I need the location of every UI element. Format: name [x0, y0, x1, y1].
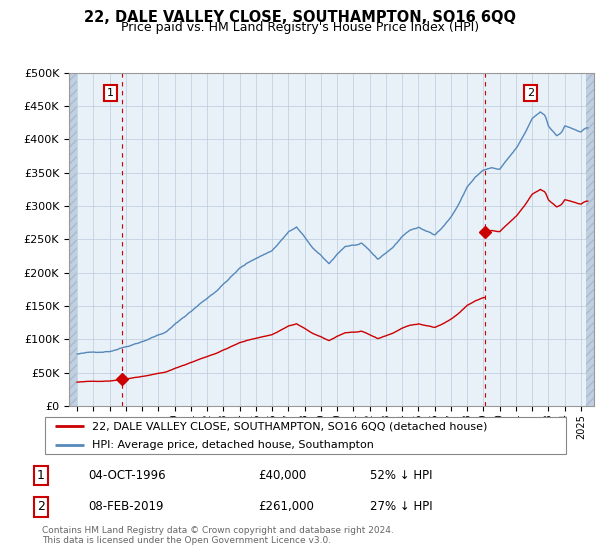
Text: 27% ↓ HPI: 27% ↓ HPI	[370, 501, 433, 514]
Text: 22, DALE VALLEY CLOSE, SOUTHAMPTON, SO16 6QQ (detached house): 22, DALE VALLEY CLOSE, SOUTHAMPTON, SO16…	[92, 421, 488, 431]
Text: 08-FEB-2019: 08-FEB-2019	[88, 501, 164, 514]
Bar	[586, 73, 594, 406]
Text: 1: 1	[37, 469, 44, 482]
Text: 2: 2	[37, 501, 44, 514]
Text: Contains HM Land Registry data © Crown copyright and database right 2024.: Contains HM Land Registry data © Crown c…	[42, 526, 394, 535]
Text: 2: 2	[527, 88, 534, 98]
Text: 04-OCT-1996: 04-OCT-1996	[88, 469, 166, 482]
Text: £261,000: £261,000	[259, 501, 314, 514]
Text: HPI: Average price, detached house, Southampton: HPI: Average price, detached house, Sout…	[92, 440, 374, 450]
Text: £40,000: £40,000	[259, 469, 307, 482]
Text: 22, DALE VALLEY CLOSE, SOUTHAMPTON, SO16 6QQ: 22, DALE VALLEY CLOSE, SOUTHAMPTON, SO16…	[84, 10, 516, 25]
Bar	[69, 73, 77, 406]
Text: Price paid vs. HM Land Registry's House Price Index (HPI): Price paid vs. HM Land Registry's House …	[121, 21, 479, 34]
Text: 52% ↓ HPI: 52% ↓ HPI	[370, 469, 433, 482]
Text: 1: 1	[107, 88, 114, 98]
FancyBboxPatch shape	[44, 417, 566, 454]
Text: This data is licensed under the Open Government Licence v3.0.: This data is licensed under the Open Gov…	[42, 536, 331, 545]
